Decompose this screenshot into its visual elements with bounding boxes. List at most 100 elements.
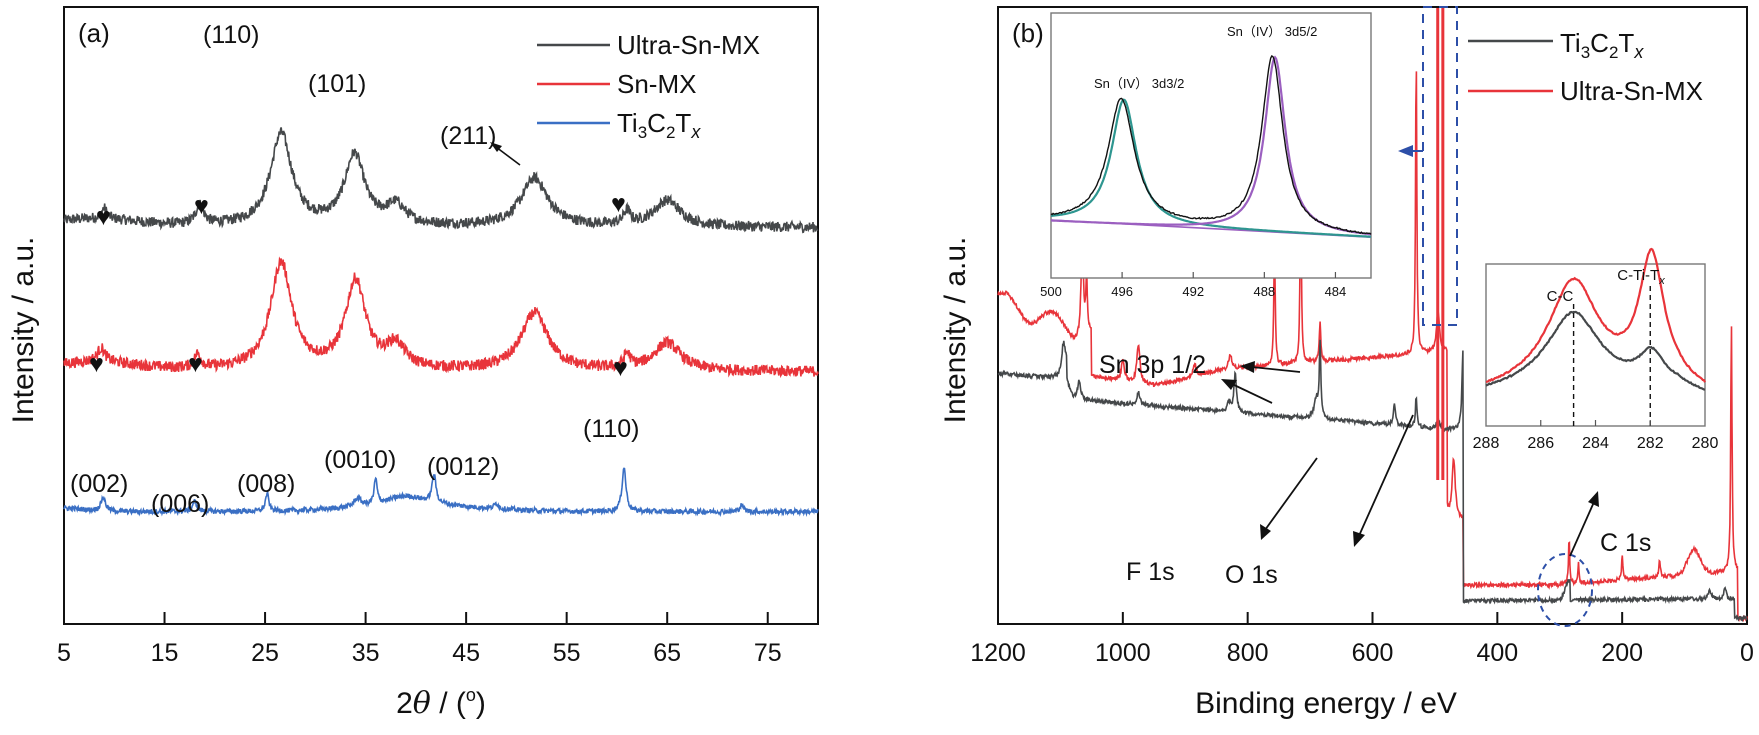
panel-b-xps: 1200 1000 800 600 400 200 0 (b) Ti3C2Tx Ultra-… [939,6,1754,720]
series-line-ti3c2tx [997,339,1748,623]
inset-tick-label: 500 [1040,284,1062,299]
heart-marker: ♥ [96,203,111,231]
inset-c1s: 288 286 284 282 280 C-C C-Ti-Tx [1473,247,1719,452]
heart-marker: ♥ [194,192,209,220]
annotation-006: (006) [151,490,209,518]
annotation-c1s: C 1s [1600,529,1651,557]
annotation-101-sno2: (101) [308,70,366,98]
inset-c1s-curves [1485,247,1706,426]
panel-a-series [63,127,819,518]
annotation-211-arrow [495,146,521,166]
annotation-211-sno2: (211) [440,122,497,150]
sn3d-highlight-box [1422,6,1458,326]
inset-sn3d-frame [1050,12,1372,279]
x-tick-label: 25 [251,639,279,667]
inset-sn3d-curves [1050,55,1372,238]
panel-a-legend: Ultra-Sn-MX Sn-MX Ti3C2Tx [537,30,760,142]
inset-c1s-label-cc: C-C [1547,288,1574,305]
inset-c1s-ticks: 288 286 284 282 280 [1473,420,1719,452]
inset-sn3d-ticks: 500 496 492 488 484 [1040,272,1346,299]
legend-label-ti3c2tx: Ti3C2Tx [617,108,701,142]
inset-tick-label: 484 [1325,284,1347,299]
annotation-o1s: O 1s [1225,561,1278,589]
c1s-highlight-circle [1537,553,1593,627]
f1s-arrowhead [1260,524,1271,540]
annotation-f1s: F 1s [1126,558,1175,586]
inset-sn3d: 500 496 492 488 484 Sn（IV） 3d3/2 Sn（IV） 3d5/… [1040,12,1372,299]
inset-tick-label: 496 [1111,284,1133,299]
x-tick-label: 15 [151,639,179,667]
x-tick-label: 1200 [970,639,1026,667]
panel-a-y-axis-title: Intensity / a.u. [7,237,40,424]
legend-label-ultra-sn-mx: Ultra-Sn-MX [1560,76,1703,106]
x-tick-label: 45 [452,639,480,667]
inset-sn3d-fit-3d3 [1051,98,1371,238]
inset-tick-label: 488 [1253,284,1275,299]
legend-label-sn-mx: Sn-MX [617,69,696,99]
inset-c1s-label-ctitx: C-Ti-Tx [1617,267,1665,287]
panel-a-xrd: 5 15 25 35 45 55 65 75 (a) Ultra-Sn-MX Sn-MX Ti… [7,6,819,721]
sn3p-arrow-1 [1251,366,1301,373]
x-tick-label: 5 [57,639,71,667]
annotation-002: (002) [70,470,128,498]
panel-b-legend: Ti3C2Tx Ultra-Sn-MX [1468,28,1703,106]
panel-b-x-ticks: 1200 1000 800 600 400 200 0 [970,612,1754,667]
panel-a-x-ticks: 5 15 25 35 45 55 65 75 [57,612,782,667]
inset-sn3d-label-3d5: Sn（IV） 3d5/2 [1227,24,1317,39]
panel-b-series [997,8,1748,623]
legend-label-ti3c2tx: Ti3C2Tx [1560,28,1644,62]
heart-marker: ♥ [611,190,626,218]
x-tick-label: 800 [1227,639,1269,667]
panel-b-y-axis-title: Intensity / a.u. [939,237,972,424]
heart-marker: ♥ [89,350,104,378]
sn3p-arrowhead-1 [1240,361,1255,373]
x-tick-label: 200 [1601,639,1643,667]
x-tick-label: 75 [754,639,782,667]
annotation-008: (008) [237,470,295,498]
annotation-0010: (0010) [324,446,396,474]
f1s-arrow [1264,457,1318,531]
series-line-ti3c2tx [63,467,819,518]
inset-tick-label: 282 [1637,435,1664,452]
x-tick-label: 0 [1740,639,1754,667]
panel-b-x-axis-title: Binding energy / eV [1195,687,1457,720]
sn3p-arrowhead-2 [1221,379,1237,390]
c1s-arrow [1569,501,1595,557]
annotation-sn-3p: Sn 3p 1/2 [1099,351,1206,379]
series-line-ultra-sn-mx [63,127,819,234]
annotation-211-arrowhead [490,142,502,152]
inset-tick-label: 280 [1692,435,1719,452]
legend-label-ultra-sn-mx: Ultra-Sn-MX [617,30,760,60]
annotation-110-sno2: (110) [203,21,260,49]
c1s-arrowhead [1588,491,1599,507]
panel-a-frame [63,6,819,625]
inset-tick-label: 286 [1527,435,1554,452]
inset-sn3d-raw-data [1050,55,1372,235]
x-tick-label: 35 [352,639,380,667]
x-tick-label: 600 [1352,639,1394,667]
inset-c1s-frame [1485,263,1706,427]
inset-c1s-curve-ti3c2tx [1485,310,1706,391]
heart-marker: ♥ [613,354,628,382]
heart-marker: ♥ [188,350,203,378]
panel-a-label: (a) [78,18,110,48]
annotation-0012: (0012) [427,453,499,481]
inset-tick-label: 284 [1582,435,1609,452]
inset-tick-label: 492 [1182,284,1204,299]
annotation-110-mxene: (110) [583,415,640,443]
x-tick-label: 55 [553,639,581,667]
x-tick-label: 65 [653,639,681,667]
inset-sn3d-label-3d3: Sn（IV） 3d3/2 [1094,76,1184,91]
inset-tick-label: 288 [1473,435,1500,452]
sn3d-pointer-arrowhead [1398,145,1413,157]
panel-a-x-axis-title: 2θ / (o) [396,685,486,721]
panel-b-label: (b) [1012,18,1044,48]
x-tick-label: 400 [1476,639,1518,667]
o1s-arrowhead [1353,531,1365,547]
o1s-arrow [1357,414,1414,539]
series-line-ultra-sn-mx [997,71,1748,623]
x-tick-label: 1000 [1095,639,1151,667]
series-line-sn-mx [63,256,819,379]
inset-c1s-curve-ultra-sn-mx [1485,247,1706,383]
